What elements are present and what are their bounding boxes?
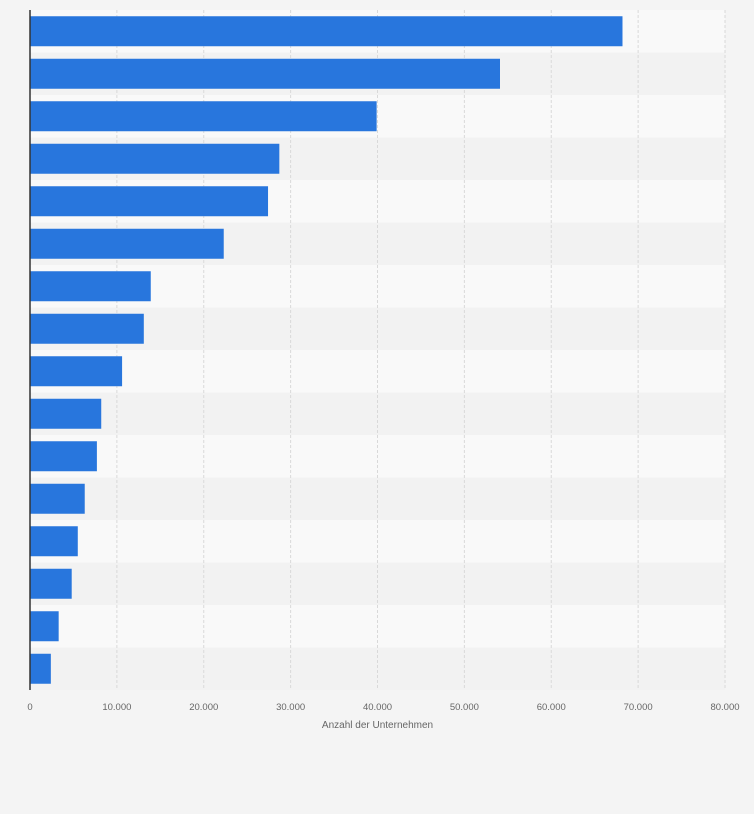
bar xyxy=(30,441,97,472)
x-tick-label: 0 xyxy=(27,702,32,713)
row-band xyxy=(30,477,725,520)
bar xyxy=(30,186,269,217)
x-axis-ticks: 0 10.000 20.000 30.000 40.000 50.000 60.000 70.… xyxy=(27,702,739,713)
gridlines xyxy=(116,10,726,690)
bar xyxy=(30,526,78,557)
x-tick-label: 80.000 xyxy=(710,702,739,713)
bar xyxy=(30,143,280,174)
bar xyxy=(30,568,72,599)
bar xyxy=(30,101,377,132)
x-axis-label: Anzahl der Unternehmen xyxy=(322,720,433,731)
x-tick-label: 30.000 xyxy=(276,702,305,713)
x-tick-label: 60.000 xyxy=(537,702,566,713)
bars xyxy=(30,16,623,684)
bar xyxy=(30,356,123,387)
bar xyxy=(30,313,144,344)
row-band xyxy=(30,562,725,605)
row-band xyxy=(30,392,725,435)
bar xyxy=(30,398,102,429)
x-tick-label: 70.000 xyxy=(624,702,653,713)
bar xyxy=(30,58,500,89)
bar xyxy=(30,228,224,259)
bar xyxy=(30,16,623,47)
bar xyxy=(30,271,151,302)
x-tick-label: 50.000 xyxy=(450,702,479,713)
bar xyxy=(30,653,51,684)
x-tick-label: 40.000 xyxy=(363,702,392,713)
x-tick-label: 10.000 xyxy=(102,702,131,713)
bar xyxy=(30,483,85,514)
row-band xyxy=(30,647,725,690)
bar xyxy=(30,611,59,642)
x-tick-label: 20.000 xyxy=(189,702,218,713)
